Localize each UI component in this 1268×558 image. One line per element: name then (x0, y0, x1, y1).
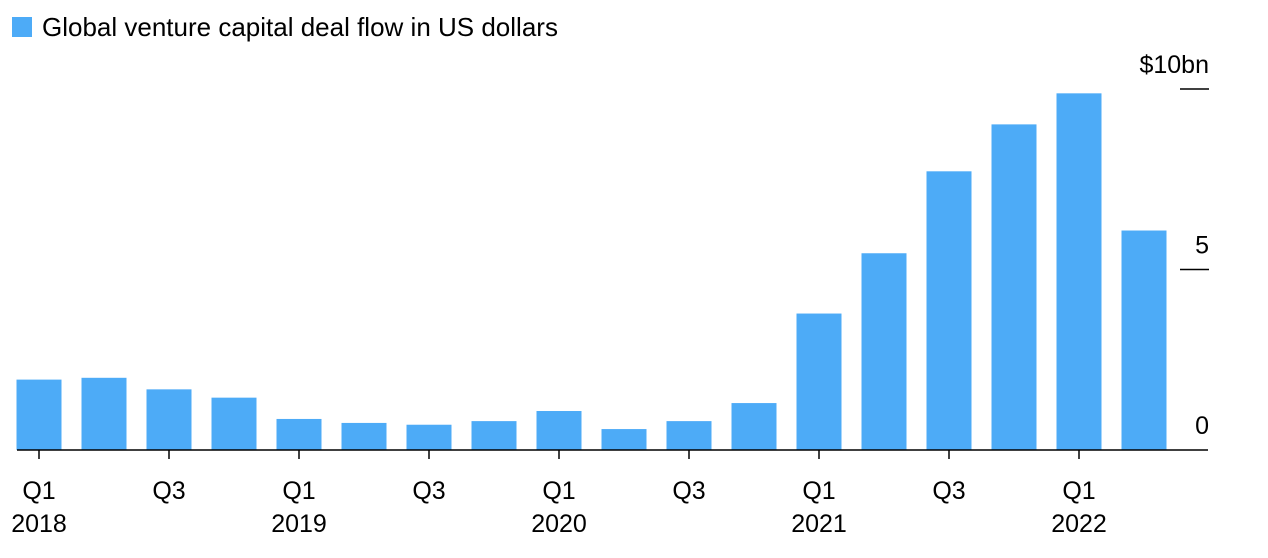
x-tick-label-quarter: Q3 (932, 477, 965, 505)
x-tick-label-quarter: Q1 (802, 477, 835, 505)
x-tick-label-quarter: Q3 (152, 477, 185, 505)
bar (146, 389, 192, 450)
bar (276, 418, 322, 450)
bar (731, 403, 777, 450)
x-tick-label-year: 2022 (1051, 510, 1107, 538)
bar (81, 377, 127, 450)
x-tick-label-quarter: Q1 (1062, 477, 1095, 505)
x-tick-label-year: 2018 (11, 510, 67, 538)
x-tick-label-quarter: Q1 (282, 477, 315, 505)
bar (861, 253, 907, 450)
legend-label: Global venture capital deal flow in US d… (42, 12, 558, 42)
bar (16, 379, 62, 450)
bar (926, 171, 972, 451)
legend-swatch (12, 17, 32, 37)
bar (211, 397, 257, 450)
bars (16, 93, 1167, 451)
y-tick-label: $10bn (1139, 51, 1209, 79)
bar (666, 421, 712, 450)
y-tick-label: 5 (1195, 232, 1209, 260)
bar (341, 422, 387, 450)
bar (471, 421, 517, 450)
x-axis: Q1 2018 Q3 Q1 2019 Q3 Q1 2020 Q3 Q1 2021 Q3 Q1 2022 (11, 449, 1208, 538)
x-tick-label-quarter: Q3 (412, 477, 445, 505)
bar (796, 313, 842, 450)
bar (406, 424, 452, 450)
x-tick-label-year: 2019 (271, 510, 327, 538)
x-tick-label-quarter: Q3 (672, 477, 705, 505)
x-tick-label-quarter: Q1 (542, 477, 575, 505)
legend: Global venture capital deal flow in US d… (12, 12, 558, 42)
x-tick-label-quarter: Q1 (22, 477, 55, 505)
y-axis: 0 5 $10bn (1139, 51, 1209, 440)
bar (991, 124, 1037, 451)
bar (536, 411, 582, 450)
x-tick-label-year: 2020 (531, 510, 587, 538)
bar (601, 429, 647, 450)
x-tick-label-year: 2021 (791, 510, 847, 538)
bar (1056, 93, 1102, 450)
bar (1121, 230, 1167, 450)
y-tick-label: 0 (1195, 412, 1209, 440)
